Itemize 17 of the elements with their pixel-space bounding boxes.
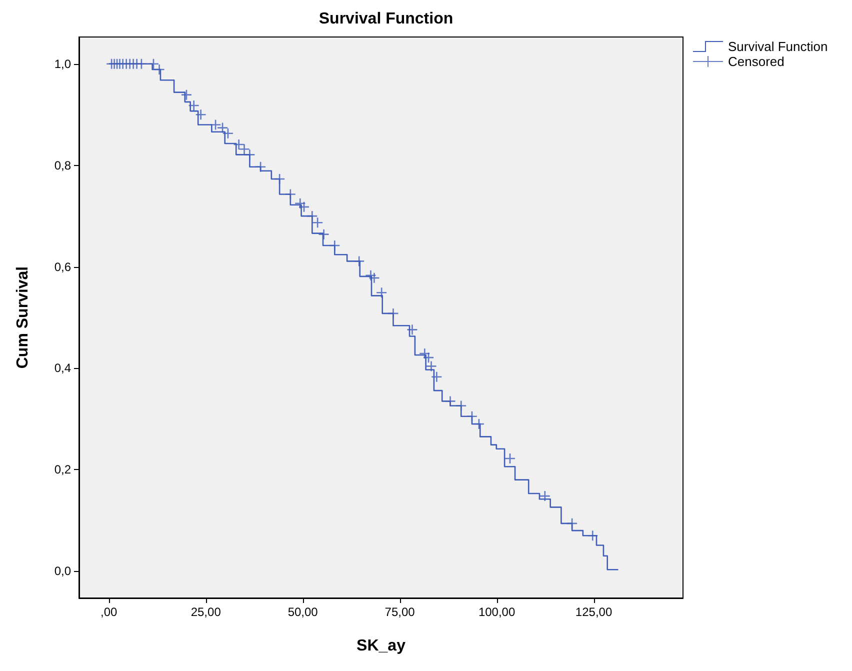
y-tick-label: 0,2 xyxy=(54,462,72,477)
x-tick-label: 100,00 xyxy=(478,605,516,619)
y-tick-label: 0,0 xyxy=(54,564,72,578)
legend-label: Survival Function xyxy=(728,39,828,54)
x-tick-label: 25,00 xyxy=(190,605,222,619)
x-tick-label: ,00 xyxy=(100,605,118,619)
x-tick-label: 75,00 xyxy=(384,605,416,619)
y-tick-label: 0,4 xyxy=(54,361,72,376)
legend-label: Censored xyxy=(728,54,784,69)
y-axis-title: Cum Survival xyxy=(14,266,32,369)
x-axis-title: SK_ay xyxy=(356,638,406,654)
y-tick-label: 1,0 xyxy=(54,56,72,71)
y-tick-label: 0,6 xyxy=(54,260,72,274)
x-tick-label: 50,00 xyxy=(288,605,318,619)
chart-title: Survival Function xyxy=(318,10,454,28)
x-tick-label: 125,00 xyxy=(575,605,612,619)
y-tick-label: 0,8 xyxy=(54,158,72,172)
